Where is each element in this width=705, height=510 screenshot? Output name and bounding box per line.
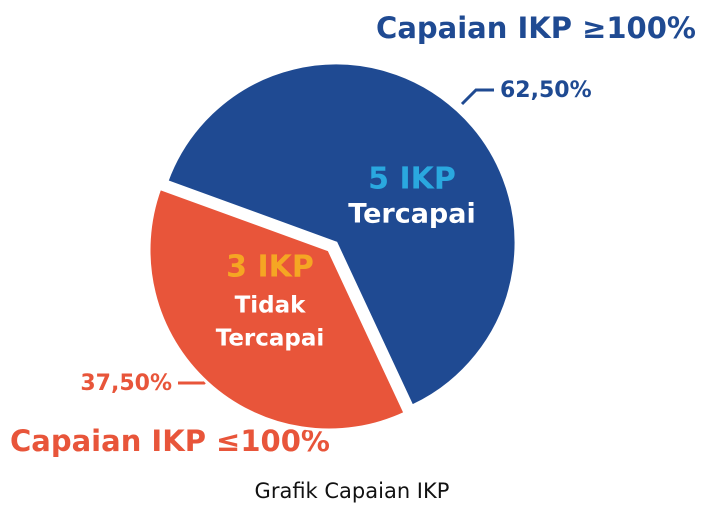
value-label: 37,50% xyxy=(80,371,172,396)
slice-status: Tercapai xyxy=(216,326,325,352)
chart-title: Grafik Capaian IKP xyxy=(255,479,450,503)
pie-slice xyxy=(147,186,408,432)
category-heading: Capaian IKP ≥100% xyxy=(376,11,696,45)
pie xyxy=(147,61,518,432)
slice-count: 5 IKP xyxy=(368,162,456,197)
leader-line xyxy=(460,88,494,106)
slice-status: Tercapai xyxy=(348,199,476,230)
category-heading: Capaian IKP ≤100% xyxy=(10,424,330,458)
value-label: 62,50% xyxy=(500,78,592,103)
slice-status: Tidak xyxy=(235,293,307,319)
slice-count: 3 IKP xyxy=(226,250,314,285)
pie-slice xyxy=(164,61,518,409)
